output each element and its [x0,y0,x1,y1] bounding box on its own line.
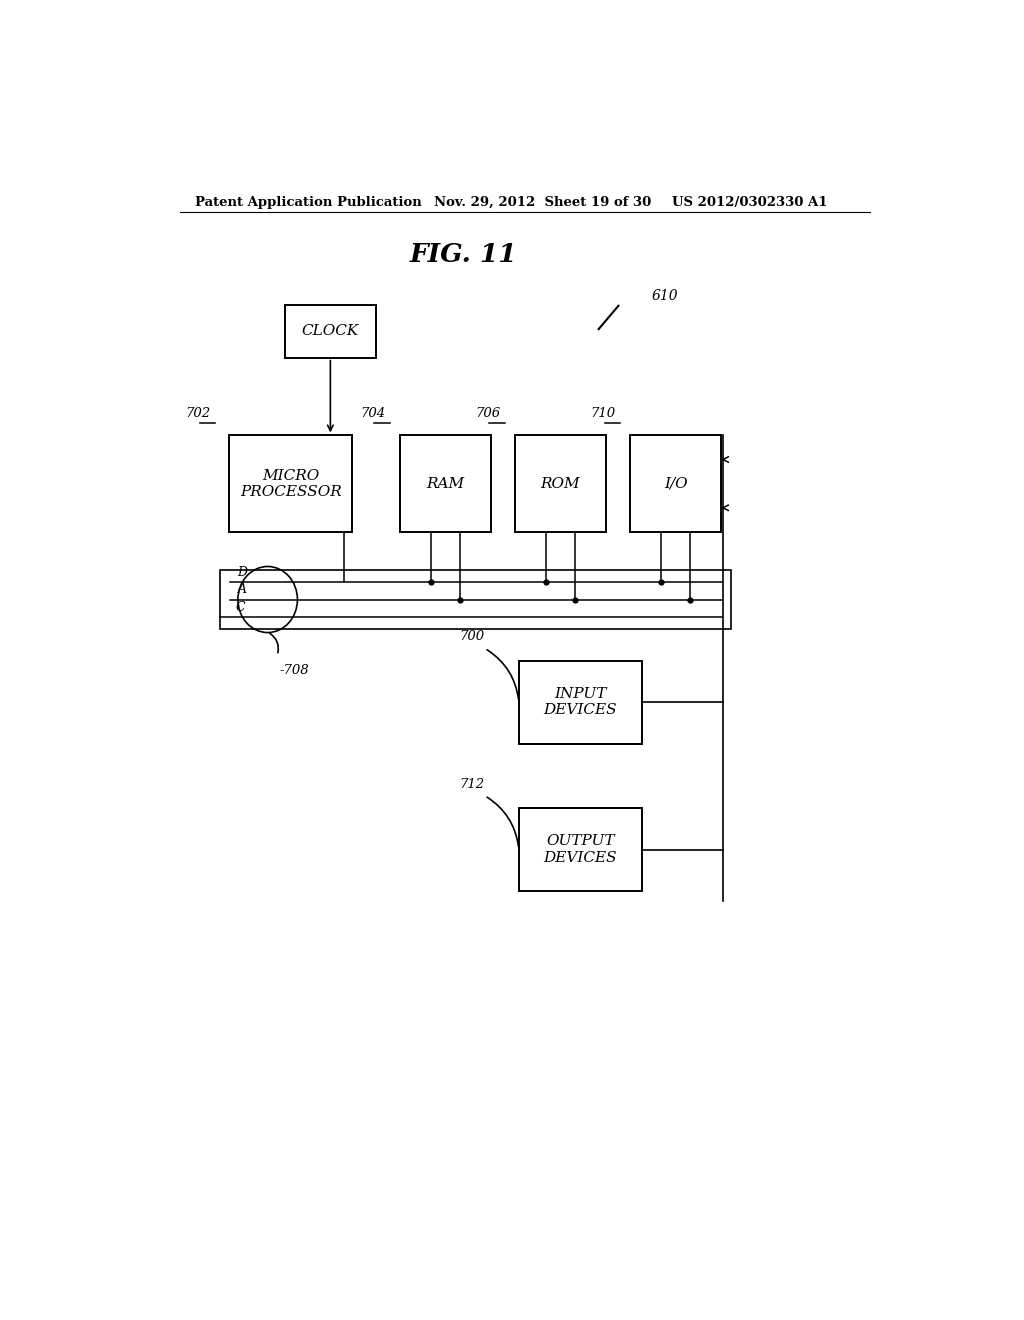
Text: FIG. 11: FIG. 11 [410,243,517,268]
Text: RAM: RAM [426,477,465,491]
Bar [519,660,642,744]
Text: US 2012/0302330 A1: US 2012/0302330 A1 [672,195,827,209]
Text: Nov. 29, 2012  Sheet 19 of 30: Nov. 29, 2012 Sheet 19 of 30 [433,195,651,209]
Bar [515,436,606,532]
Bar [229,436,352,532]
Text: -708: -708 [280,664,309,677]
Text: 700: 700 [460,630,484,643]
Bar [519,808,642,891]
Text: 710: 710 [590,407,615,420]
Text: A: A [238,583,247,597]
Bar [220,570,731,630]
Bar [399,436,492,532]
Text: 702: 702 [185,407,211,420]
Text: MICRO
PROCESSOR: MICRO PROCESSOR [240,469,342,499]
Text: CLOCK: CLOCK [302,325,359,338]
Text: OUTPUT
DEVICES: OUTPUT DEVICES [544,834,617,865]
Text: D: D [238,566,248,579]
Text: 712: 712 [460,777,484,791]
Text: ROM: ROM [541,477,581,491]
Text: C: C [236,601,245,614]
Text: 610: 610 [652,289,679,302]
Bar [285,305,376,358]
Text: Patent Application Publication: Patent Application Publication [196,195,422,209]
Bar [630,436,721,532]
Text: 704: 704 [360,407,385,420]
Text: 706: 706 [475,407,501,420]
Text: I/O: I/O [664,477,687,491]
Text: INPUT
DEVICES: INPUT DEVICES [544,688,617,717]
